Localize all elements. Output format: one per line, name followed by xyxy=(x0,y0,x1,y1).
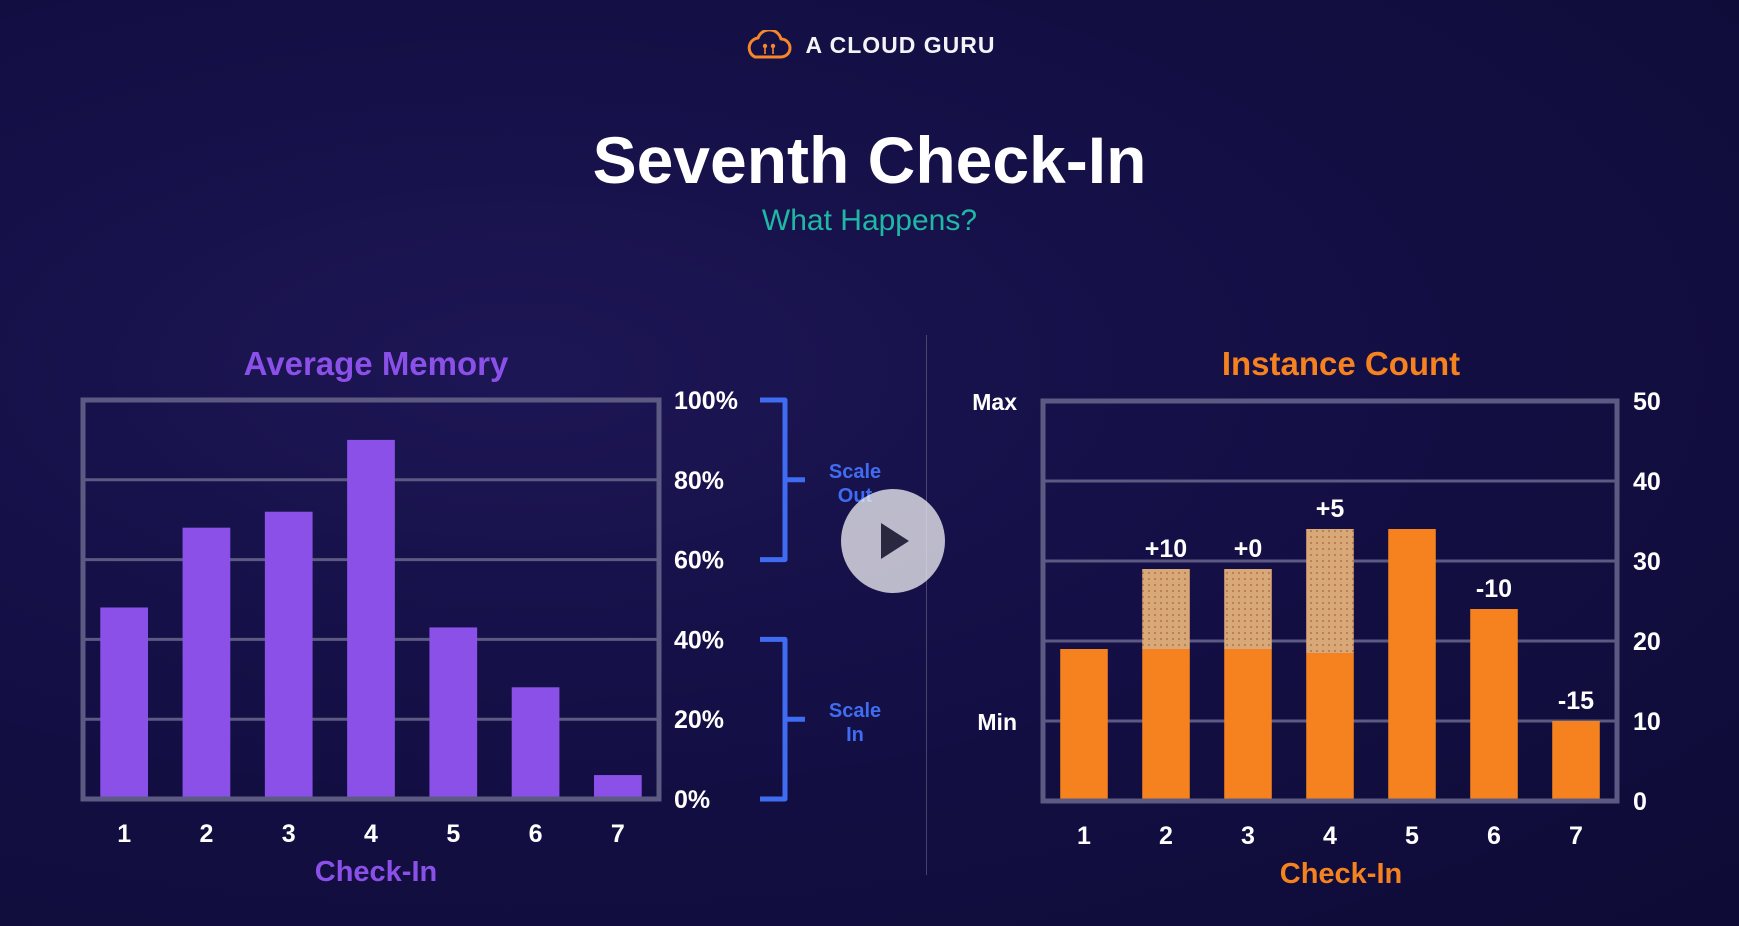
y-tick-label: 0 xyxy=(1633,788,1647,816)
bar xyxy=(1060,649,1108,801)
page-title: Seventh Check-In xyxy=(592,123,1147,197)
x-tick-label: 6 xyxy=(1487,822,1501,850)
x-tick-label: 7 xyxy=(1569,822,1583,850)
x-tick-label: 2 xyxy=(199,820,213,848)
data-label: +10 xyxy=(1145,535,1187,563)
chart-title: Average Memory xyxy=(244,345,509,382)
x-tick-label: 3 xyxy=(282,820,296,848)
y-tick-label: 40% xyxy=(674,626,724,654)
bracket-label: In xyxy=(846,724,864,746)
scale-bracket xyxy=(760,397,805,563)
play-icon xyxy=(881,523,909,559)
bar xyxy=(1306,653,1354,801)
brand-header: A CLOUD GURU xyxy=(0,30,1739,60)
x-tick-label: 1 xyxy=(117,820,131,848)
data-label: +0 xyxy=(1234,535,1263,563)
plot-frame xyxy=(80,397,662,802)
x-tick-label: 1 xyxy=(1077,822,1091,850)
bar-added xyxy=(1224,569,1272,649)
y-tick-label: 20 xyxy=(1633,628,1661,656)
bar xyxy=(1552,721,1600,801)
bar xyxy=(1388,529,1436,801)
plot-frame xyxy=(1040,398,1620,804)
y-tick-label: 60% xyxy=(674,547,724,575)
y-tick-label: 10 xyxy=(1633,708,1661,736)
y-tick-label: 0% xyxy=(674,786,710,814)
x-axis-label: Check-In xyxy=(1280,858,1402,890)
bar xyxy=(511,687,560,799)
x-tick-label: 5 xyxy=(1405,822,1419,850)
bar xyxy=(182,527,231,799)
x-axis-label: Check-In xyxy=(315,856,437,888)
y-tick-label: 100% xyxy=(674,387,738,415)
center-divider xyxy=(926,335,927,875)
bar xyxy=(347,439,395,799)
play-button[interactable] xyxy=(841,489,945,593)
bar xyxy=(1470,609,1518,801)
bar xyxy=(429,627,478,799)
data-label: -10 xyxy=(1476,575,1512,603)
bracket-label: Scale xyxy=(829,700,881,722)
y-tick-label: 30 xyxy=(1633,548,1661,576)
chart-title: Instance Count xyxy=(1222,345,1460,382)
x-tick-label: 6 xyxy=(529,820,543,848)
x-tick-label: 5 xyxy=(446,820,460,848)
scale-bracket xyxy=(760,636,805,802)
bar-added xyxy=(1142,569,1190,649)
bar xyxy=(1142,649,1190,801)
bracket-label: Scale xyxy=(829,461,881,483)
bar xyxy=(1224,649,1272,801)
limit-label: Min xyxy=(977,709,1017,735)
bar-added xyxy=(1306,529,1354,653)
limit-label: Max xyxy=(972,389,1017,415)
x-tick-label: 2 xyxy=(1159,822,1173,850)
cloud-logo-icon xyxy=(748,30,792,59)
x-tick-label: 4 xyxy=(364,820,378,848)
bar xyxy=(264,511,313,799)
bar xyxy=(100,607,149,799)
y-tick-label: 50 xyxy=(1633,388,1661,416)
x-tick-label: 4 xyxy=(1323,822,1337,850)
page-subtitle: What Happens? xyxy=(761,204,978,237)
y-tick-label: 40 xyxy=(1633,468,1661,496)
y-tick-label: 80% xyxy=(674,467,724,495)
data-label: -15 xyxy=(1558,687,1594,715)
x-tick-label: 3 xyxy=(1241,822,1255,850)
bar xyxy=(593,775,642,799)
brand-name: A CLOUD GURU xyxy=(805,31,996,58)
data-label: +5 xyxy=(1316,495,1345,523)
x-tick-label: 7 xyxy=(611,820,625,848)
y-tick-label: 20% xyxy=(674,706,724,734)
